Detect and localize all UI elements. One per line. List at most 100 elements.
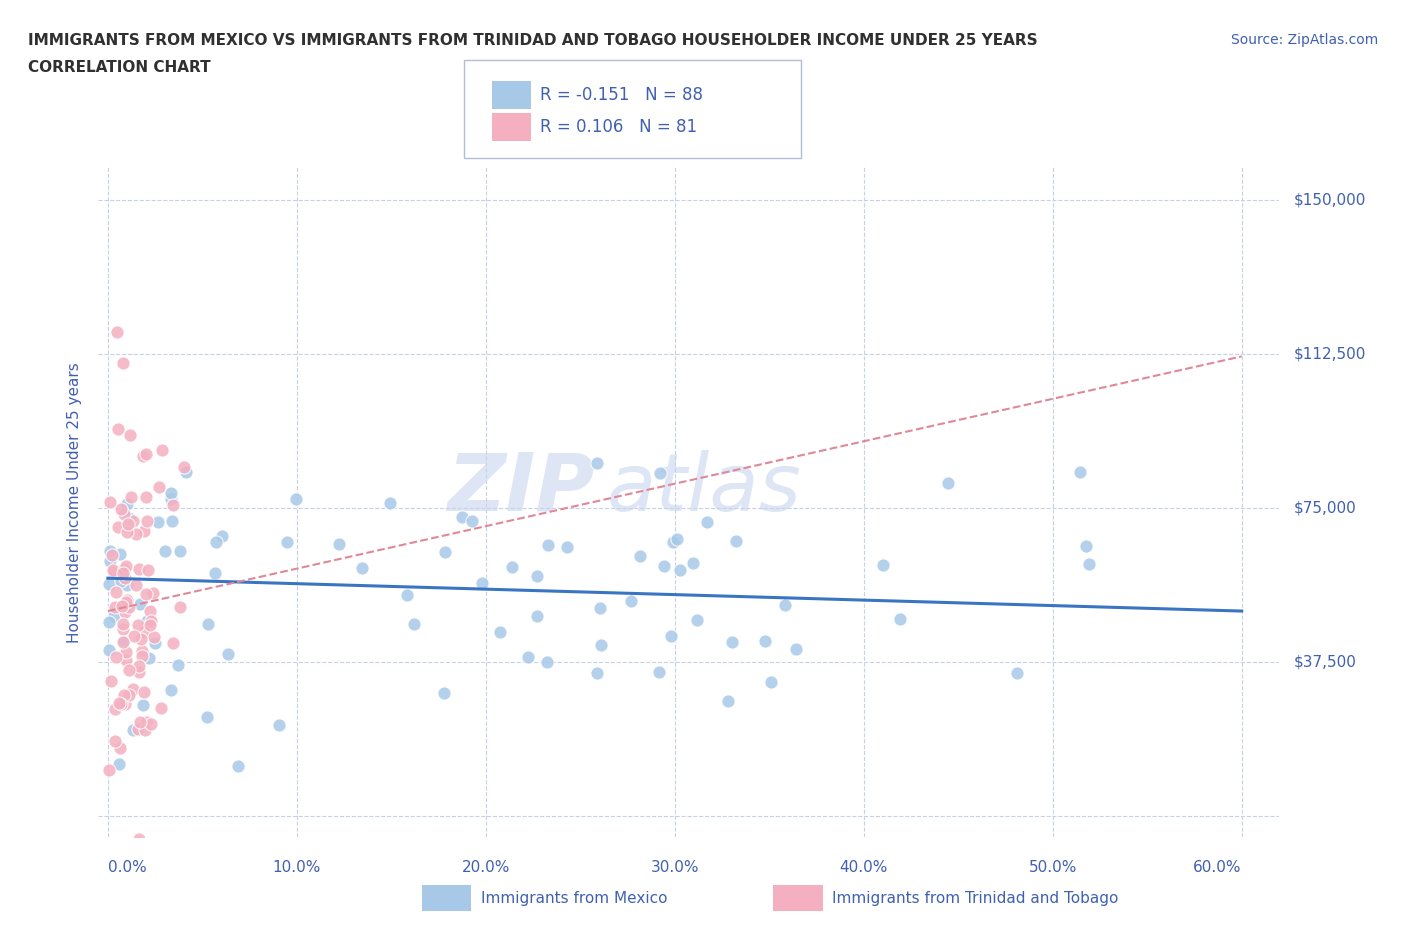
Point [122, 513, 145, 528]
Text: 30.0%: 30.0% [651, 860, 699, 875]
Point [108, 757, 131, 772]
Point [1007, 666, 1029, 681]
Point [537, 538, 560, 552]
Point [434, 544, 457, 559]
Point [118, 428, 141, 443]
Point [112, 565, 135, 580]
Point [350, 561, 373, 576]
Point [585, 456, 607, 471]
Text: ZIP: ZIP [447, 450, 595, 528]
Point [149, 700, 172, 715]
Point [461, 513, 484, 528]
Text: Source: ZipAtlas.com: Source: ZipAtlas.com [1230, 33, 1378, 46]
Point [517, 650, 540, 665]
Point [501, 559, 523, 574]
Point [160, 492, 183, 507]
Point [938, 475, 960, 490]
Point [110, 501, 132, 516]
Point [105, 585, 128, 600]
Point [167, 658, 190, 672]
Point [128, 658, 150, 673]
Point [122, 723, 145, 737]
Point [127, 618, 149, 632]
Point [773, 598, 796, 613]
Point [108, 546, 131, 561]
Point [134, 723, 156, 737]
Point [696, 514, 718, 529]
Point [101, 548, 124, 563]
Point [131, 648, 153, 663]
Point [759, 675, 782, 690]
Point [110, 574, 132, 589]
Point [169, 600, 191, 615]
Y-axis label: Householder Income Under 25 years: Householder Income Under 25 years [67, 362, 83, 643]
Point [662, 535, 685, 550]
Point [143, 635, 166, 650]
Point [112, 562, 135, 577]
Point [101, 565, 124, 579]
Point [125, 578, 148, 592]
Point [396, 588, 419, 603]
Point [433, 685, 456, 700]
Point [380, 496, 402, 511]
Point [98, 495, 121, 510]
Point [589, 638, 612, 653]
Point [526, 608, 548, 623]
Point [135, 715, 157, 730]
Text: 0.0%: 0.0% [108, 860, 146, 875]
Point [103, 563, 125, 578]
Point [669, 563, 692, 578]
Text: R = 0.106   N = 81: R = 0.106 N = 81 [540, 118, 697, 137]
Point [284, 492, 307, 507]
Point [135, 490, 157, 505]
Point [143, 629, 166, 644]
Point [686, 613, 709, 628]
Point [98, 763, 121, 777]
Point [108, 740, 131, 755]
Text: $75,000: $75,000 [1294, 501, 1357, 516]
Point [118, 662, 141, 677]
Point [666, 531, 689, 546]
Point [721, 634, 744, 649]
Point [162, 635, 184, 650]
Point [139, 604, 162, 618]
Point [1069, 464, 1091, 479]
Point [112, 687, 135, 702]
Point [111, 621, 134, 636]
Point [724, 533, 747, 548]
Point [526, 569, 548, 584]
Point [117, 519, 139, 534]
Point [205, 534, 228, 549]
Text: IMMIGRANTS FROM MEXICO VS IMMIGRANTS FROM TRINIDAD AND TOBAGO HOUSEHOLDER INCOME: IMMIGRANTS FROM MEXICO VS IMMIGRANTS FRO… [28, 33, 1038, 47]
Point [659, 629, 682, 644]
Point [652, 558, 675, 573]
Text: R = -0.151   N = 88: R = -0.151 N = 88 [540, 86, 703, 104]
Point [197, 617, 219, 631]
Point [120, 490, 142, 505]
Text: CORRELATION CHART: CORRELATION CHART [28, 60, 211, 75]
Point [228, 759, 250, 774]
Point [114, 571, 136, 586]
Point [128, 665, 150, 680]
Point [276, 535, 298, 550]
Point [404, 617, 426, 631]
Point [118, 511, 141, 525]
Text: Immigrants from Mexico: Immigrants from Mexico [481, 891, 668, 906]
Point [129, 714, 152, 729]
Text: 60.0%: 60.0% [1194, 860, 1241, 875]
Point [150, 443, 173, 458]
Point [125, 526, 148, 541]
Point [153, 544, 176, 559]
Point [134, 684, 156, 699]
Point [211, 528, 233, 543]
Point [98, 554, 121, 569]
Point [115, 497, 138, 512]
Point [682, 556, 704, 571]
Point [204, 566, 226, 581]
Point [139, 618, 162, 632]
Point [100, 673, 122, 688]
Point [115, 559, 138, 574]
Point [128, 832, 150, 847]
Point [586, 666, 609, 681]
Point [127, 722, 149, 737]
